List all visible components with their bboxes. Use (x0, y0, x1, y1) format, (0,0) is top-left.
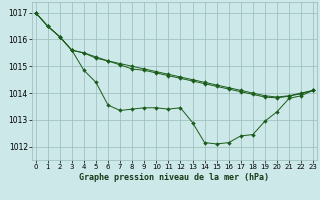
X-axis label: Graphe pression niveau de la mer (hPa): Graphe pression niveau de la mer (hPa) (79, 173, 269, 182)
